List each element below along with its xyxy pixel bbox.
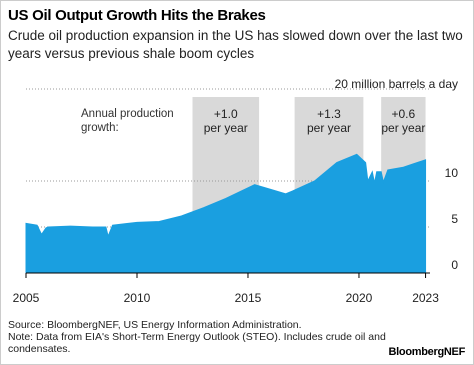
x-tick-label: 2020: [346, 291, 373, 305]
y-tick-label: 20 million barrels a day: [335, 77, 458, 91]
note: Note: Data from EIA's Short-Term Energy …: [8, 331, 386, 355]
x-tick-label: 2015: [235, 291, 262, 305]
annotation: Annual production growth:: [81, 108, 174, 134]
y-tick-label: 10: [445, 166, 459, 180]
source: Source: BloombergNEF, US Energy Informat…: [8, 319, 302, 331]
growth-label: +0.6: [392, 107, 416, 121]
y-tick-label: 0: [451, 258, 458, 272]
growth-label: +1.3: [317, 107, 341, 121]
growth-unit: per year: [307, 121, 351, 135]
brand: BloombergNEF: [388, 346, 466, 358]
title: US Oil Output Growth Hits the Brakes: [8, 7, 266, 24]
x-tick-label: 2010: [124, 291, 151, 305]
subtitle: Crude oil production expansion in the US…: [8, 28, 463, 61]
growth-unit: per year: [204, 121, 248, 135]
x-tick-label: 2023: [412, 291, 439, 305]
growth-label: +1.0: [214, 107, 238, 121]
growth-unit: per year: [381, 121, 425, 135]
area: [25, 153, 427, 274]
y-tick-label: 5: [451, 212, 458, 226]
x-tick-label: 2005: [13, 291, 40, 305]
